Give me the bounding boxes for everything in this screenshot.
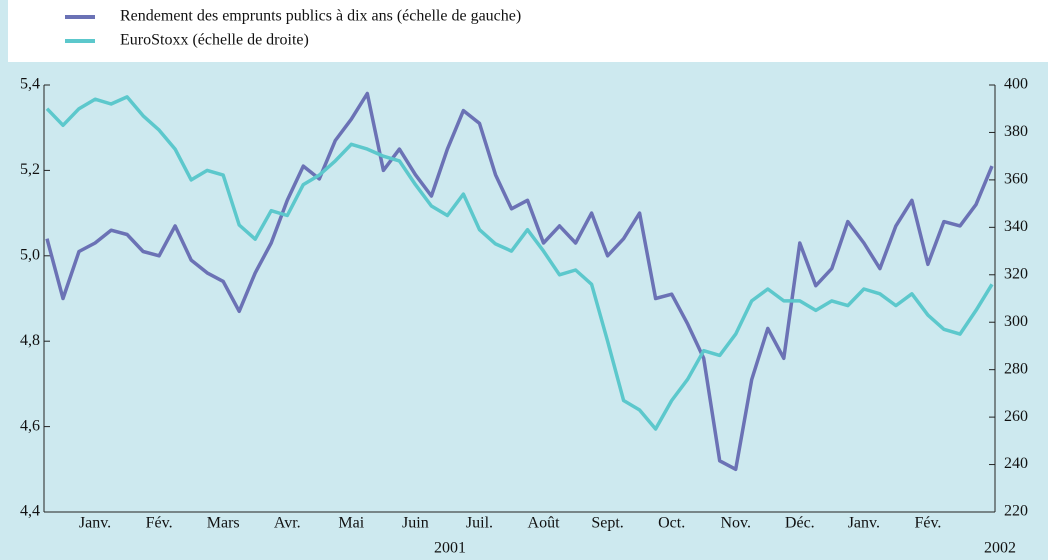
y2-tick-label: 340 (1004, 218, 1028, 235)
x-tick-label: Nov. (720, 515, 751, 532)
x-tick-label: Déc. (785, 515, 815, 532)
year-label: 2002 (984, 540, 1016, 557)
x-tick-label: Juil. (466, 515, 493, 532)
year-label: 2001 (434, 540, 466, 557)
y-tick-label: 4,8 (20, 332, 40, 349)
x-tick-label: Janv. (848, 515, 880, 532)
y2-tick-label: 400 (1004, 76, 1028, 93)
line-series (45, 91, 994, 472)
x-tick-label: Juin (402, 515, 429, 532)
x-tick-label: Mars (207, 515, 240, 532)
y2-tick-label: 260 (1004, 408, 1028, 425)
x-tick-label: Sept. (591, 515, 623, 532)
legend-label: EuroStoxx (échelle de droite) (120, 32, 309, 49)
x-tick-label: Avr. (274, 515, 301, 532)
y2-tick-label: 380 (1004, 123, 1028, 140)
y-tick-label: 5,0 (20, 246, 40, 263)
y-tick-label: 5,2 (20, 161, 40, 178)
y-tick-label: 4,6 (20, 417, 40, 434)
y-tick-label: 4,4 (20, 503, 40, 520)
line-series (45, 95, 994, 431)
edge-strip (0, 0, 8, 62)
x-tick-label: Oct. (658, 515, 685, 532)
x-tick-label: Janv. (79, 515, 111, 532)
plot-background (0, 62, 1048, 560)
x-tick-label: Août (528, 515, 561, 532)
x-tick-label: Fév. (146, 515, 173, 532)
y2-tick-label: 320 (1004, 265, 1028, 282)
y2-tick-label: 300 (1004, 313, 1028, 330)
y2-tick-label: 240 (1004, 455, 1028, 472)
y2-tick-label: 220 (1004, 503, 1028, 520)
legend-label: Rendement des emprunts publics à dix ans… (120, 8, 521, 25)
y2-tick-label: 280 (1004, 360, 1028, 377)
y2-tick-label: 360 (1004, 171, 1028, 188)
y-tick-label: 5,4 (20, 76, 40, 93)
x-tick-label: Mai (338, 515, 364, 532)
x-tick-label: Fév. (914, 515, 941, 532)
